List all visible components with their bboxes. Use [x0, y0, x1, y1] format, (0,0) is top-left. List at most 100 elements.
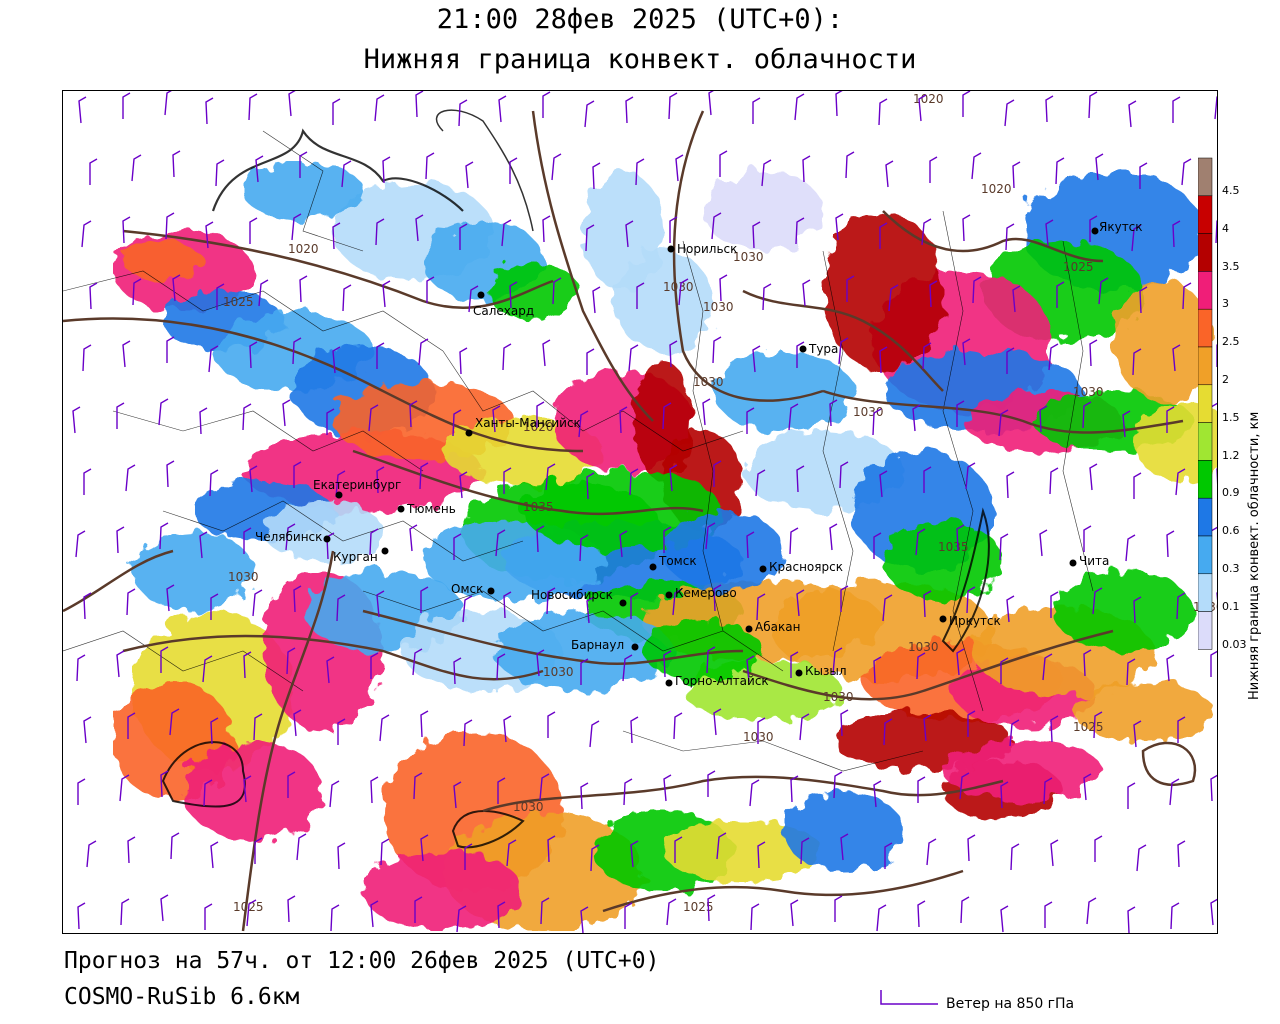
wind-barb	[326, 656, 335, 684]
wind-barb	[536, 401, 545, 428]
wind-barb	[1166, 654, 1175, 682]
wind-barb	[711, 212, 722, 240]
city-dot	[799, 345, 807, 353]
wind-barb	[578, 410, 589, 438]
wind-barb	[629, 468, 639, 496]
wind-barb	[761, 159, 772, 187]
wind-barb	[202, 655, 213, 683]
cloud-patch	[1133, 401, 1217, 481]
wind-barb	[1126, 658, 1136, 686]
wind-barb	[873, 780, 882, 808]
region-borders	[63, 109, 1094, 849]
wind-barb	[756, 593, 766, 621]
wind-barb	[83, 592, 92, 620]
wind-barb	[923, 714, 932, 742]
city-dot	[631, 643, 639, 651]
wind-barb	[1133, 472, 1142, 499]
wind-barb	[1089, 339, 1098, 367]
wind-barb	[883, 718, 893, 746]
wind-barb	[590, 844, 600, 872]
wind-barb	[789, 527, 799, 555]
wind-barb	[77, 778, 86, 805]
city-label: Екатеринбург	[313, 478, 401, 492]
colorbar-title: Нижняя граница конвект. облачности, км	[1247, 411, 1262, 700]
wind-barb	[125, 464, 136, 492]
wind-barb	[663, 774, 672, 802]
wind-barb	[380, 838, 390, 866]
wind-barb	[459, 347, 468, 375]
map-area[interactable]: 1020 1020 1020 1025 1025 1025 1030 1030 1030 1030…	[62, 90, 1218, 934]
wind-barb	[286, 647, 296, 675]
wind-barb	[923, 590, 932, 618]
wind-barb	[965, 462, 976, 490]
wind-barb	[635, 158, 645, 186]
wind-barb	[917, 776, 926, 803]
wind-barb	[788, 403, 799, 431]
wind-barb	[1042, 653, 1053, 681]
city-label: Якутск	[1099, 220, 1143, 234]
wind-barb	[551, 153, 562, 181]
wind-barb	[382, 156, 391, 184]
wind-barb	[580, 658, 589, 685]
wind-barb	[293, 585, 302, 613]
wind-barb	[536, 649, 545, 677]
colorbar-tick-label: 0.03	[1222, 637, 1247, 651]
region-border	[442, 350, 744, 452]
wind-barb	[1172, 344, 1181, 372]
wind-barb	[706, 646, 716, 674]
wind-barb	[1128, 100, 1137, 128]
lake-outline	[161, 741, 246, 808]
wind-barb	[552, 277, 562, 305]
wind-barb	[882, 594, 893, 622]
wind-barb	[959, 772, 970, 800]
wind-barb	[382, 280, 391, 308]
wind-barb	[619, 406, 628, 434]
wind-barb	[545, 463, 556, 491]
wind-barb	[209, 469, 219, 497]
wind-barb	[796, 465, 805, 493]
isobar-lines	[63, 110, 1197, 932]
wind-barb	[503, 715, 512, 743]
wind-barb	[165, 212, 175, 240]
city-label: Красноярск	[769, 560, 843, 574]
wind-barb	[702, 398, 711, 426]
wind-barb	[1210, 650, 1217, 677]
city-dot	[667, 245, 675, 253]
wind-barb	[293, 709, 302, 737]
colorbar-tick-label: 0.1	[1222, 599, 1240, 613]
wind-barb	[1133, 596, 1142, 624]
wind-barb	[246, 899, 257, 927]
colorbar-swatch	[1198, 611, 1213, 650]
cloud-patch	[663, 511, 783, 591]
wind-barb	[832, 647, 843, 675]
isobar	[352, 449, 704, 516]
city-dot	[335, 491, 343, 499]
wind-barb	[625, 220, 634, 248]
wind-barb	[415, 91, 424, 118]
isobar-label: 1020	[288, 242, 319, 256]
cloud-patch	[583, 171, 663, 291]
wind-barb	[663, 526, 672, 553]
isobar	[742, 629, 1114, 701]
wind-barb	[839, 461, 849, 489]
wind-barb	[845, 151, 855, 179]
wind-barb	[967, 710, 976, 737]
cloud-patch	[643, 621, 763, 681]
wind-barb	[299, 151, 308, 178]
wind-barb	[252, 589, 263, 617]
wind-barb	[1131, 224, 1142, 252]
wind-barb	[719, 150, 728, 177]
wind-barb	[370, 652, 379, 679]
map-title: 21:00 28фев 2025 (UTC+0):	[436, 4, 844, 35]
wind-barb	[127, 712, 136, 739]
isobar	[672, 110, 824, 402]
colorbar-swatch	[1198, 384, 1213, 423]
wind-barb	[757, 841, 766, 869]
lake-outline	[451, 810, 525, 849]
wind-barb	[131, 154, 142, 182]
isobar-label: 1030	[693, 375, 724, 389]
wind-barb	[452, 409, 462, 437]
city-dot	[1069, 559, 1077, 567]
wind-barb	[254, 837, 263, 864]
isobar	[882, 210, 1104, 263]
